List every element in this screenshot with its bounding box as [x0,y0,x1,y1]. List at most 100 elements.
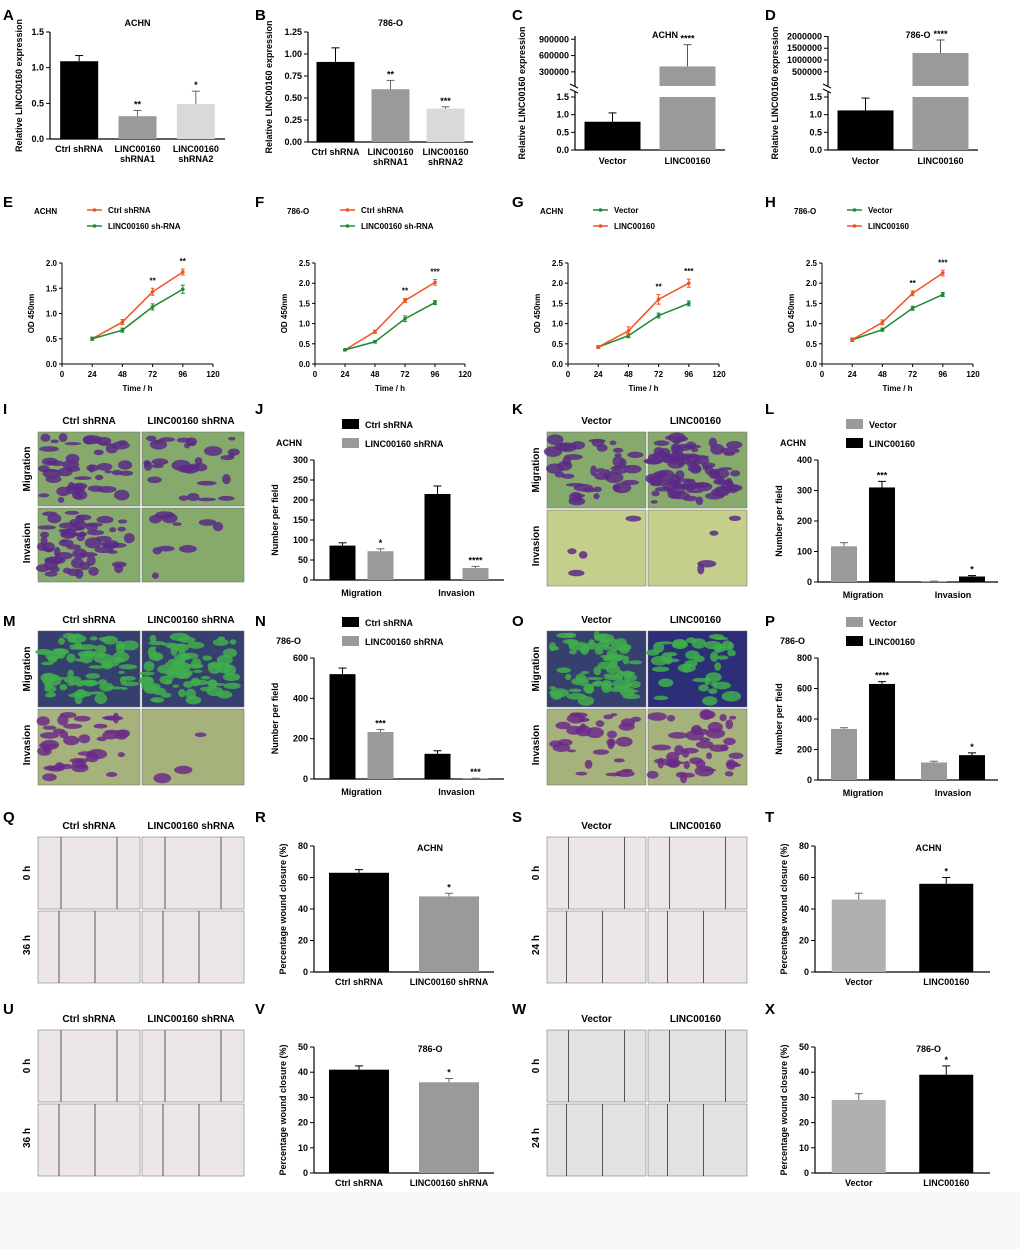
legend-label: LINC00160 sh-RNA [361,222,434,231]
image-tile [646,708,748,786]
panel-letter-c: C [512,7,523,24]
chart-v: 0 10 20 30 40 50 Percentage wound closure (%) 7… [278,1042,494,1188]
cell-blob [93,653,114,664]
x-tick-label: Vector [845,1178,873,1188]
cell-blob [212,638,229,646]
image-background [647,1029,748,1103]
image-background [546,509,647,587]
axis-break [822,83,832,89]
chart-title: 786-O [780,636,805,646]
cell-blob [721,691,742,702]
panel-letter-b: B [255,7,266,24]
cell-blob [147,646,157,658]
cell-blob [600,679,613,689]
x-tick-label: LINC00160 [917,156,963,166]
significance-label: **** [680,34,695,44]
image-tile [546,1103,647,1177]
y-tick-label: 0 [807,577,812,587]
cell-blob [71,763,89,773]
legend-label: Vector [869,420,897,430]
legend-label: LINC00160 shRNA [365,439,444,449]
y-tick-label: 40 [799,904,809,914]
y-tick-label: 300 [797,486,812,496]
cell-blob [702,696,718,706]
y-axis-label: Percentage wound closure (%) [779,843,789,974]
cell-blob [197,497,216,502]
significance-label: ** [909,279,916,288]
legend-label: Vector [869,618,897,628]
cell-blob [606,730,618,739]
label-line: shRNA1 [373,157,408,167]
cell-blob [93,449,104,456]
cell-blob [681,750,690,758]
x-tick-label: 96 [178,370,187,379]
cell-blob [615,770,635,778]
legend-swatch [342,617,359,627]
y-tick-label: 300000 [539,67,569,77]
cell-blob [586,676,603,681]
y-axis-label: OD 450nm [280,294,289,334]
cell-blob [169,632,190,641]
row-label: Invasion [531,725,542,766]
cell-blob [667,490,681,499]
bar [831,899,886,972]
legend-swatch [846,438,863,448]
cell-blob [556,667,571,674]
cell-blob [106,686,124,690]
y-tick-label: 1.0 [299,320,311,329]
cell-blob [141,682,161,691]
column-label: Ctrl shRNA [62,821,115,832]
y-axis-label: OD 450nm [533,294,542,334]
cell-blob [86,523,98,532]
series-line [851,293,944,341]
legend-label: LINC00160 [869,439,915,449]
cell-blob [104,729,119,734]
row-label: 24 h [531,1128,542,1148]
image-tile [37,1029,141,1103]
column-label: Vector [581,821,612,832]
cell-blob [564,632,577,639]
cell-blob [714,475,725,485]
series-line [344,301,436,351]
y-tick-label: 1500000 [787,43,822,53]
x-tick-label: LINC00160 shRNA2 [422,147,468,167]
cell-blob [56,486,71,497]
row-label: Migration [531,448,542,493]
cell-blob [58,637,65,645]
bar [659,97,716,150]
panel-letter-x: X [765,1001,775,1018]
cell-blob [678,455,692,461]
series-line [597,282,690,348]
bar [367,732,394,779]
legend-swatch [846,636,863,646]
column-label: LINC00160 shRNA [147,416,234,427]
chart-title: ACHN [780,438,806,448]
cell-blob [117,729,131,738]
cell-blob [181,653,190,658]
x-tick-label: 96 [938,370,947,379]
y-tick-label: 1.00 [284,49,302,59]
cell-blob [609,687,624,693]
cell-blob [78,734,91,744]
y-tick-label: 1000000 [787,55,822,65]
cell-blob [153,773,172,784]
cell-blob [75,514,92,521]
x-tick-label: 96 [431,370,440,379]
chart-title: ACHN [276,438,302,448]
cell-blob [593,630,600,641]
chart-title: ACHN [125,18,151,28]
x-tick-label: LINC00160 shRNA2 [173,144,219,164]
cell-blob [179,545,197,553]
cell-blob [80,679,98,684]
chart-title: ACHN [417,843,443,853]
cell-blob [59,683,68,691]
cell-blob [203,446,223,456]
cell-blob [672,638,688,648]
y-tick-label: 30 [799,1092,809,1102]
chart-c: 0.0 0.5 1.0 1.5 300000 600000 900000 Relative L… [517,26,725,166]
cell-blob [561,473,575,479]
panel-letter-p: P [765,613,775,630]
cell-blob [612,679,633,689]
legend-label: LINC00160 [869,637,915,647]
cell-blob [653,695,669,701]
